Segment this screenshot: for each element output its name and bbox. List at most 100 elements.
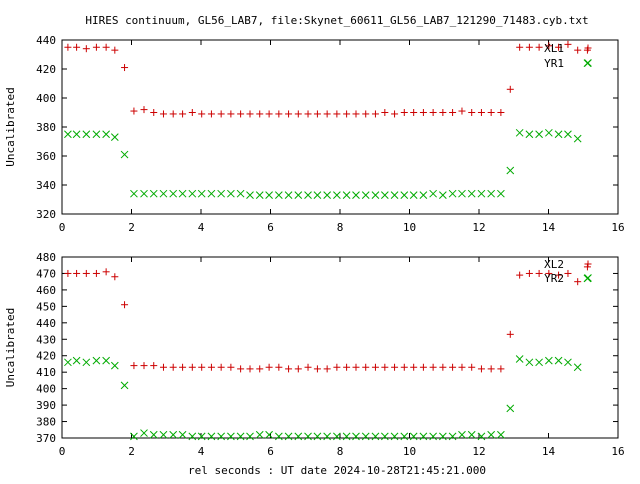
series-YR2 [64, 274, 592, 441]
data-point [391, 363, 399, 371]
data-point [159, 110, 167, 118]
data-point [159, 430, 168, 439]
data-point [169, 430, 178, 439]
data-point [555, 43, 563, 51]
y-tick-label: 450 [36, 300, 56, 313]
data-point [256, 110, 264, 118]
data-point [487, 189, 496, 198]
data-point [419, 109, 427, 116]
x-tick-label: 10 [403, 445, 416, 458]
x-tick-label: 0 [59, 221, 66, 234]
data-point [390, 191, 399, 200]
x-tick-label: 14 [542, 221, 556, 234]
data-point [361, 191, 370, 200]
data-point [227, 189, 235, 198]
data-point [583, 263, 591, 271]
legend-marker [584, 44, 592, 52]
data-point [515, 355, 524, 363]
data-point [188, 432, 197, 441]
data-point [82, 358, 91, 367]
data-point [207, 110, 215, 118]
data-point [477, 189, 486, 198]
data-point [285, 110, 293, 118]
y-tick-label: 470 [36, 267, 56, 280]
y-tick-label: 420 [36, 350, 56, 363]
y-tick-label: 360 [36, 150, 56, 163]
series-XL1 [64, 40, 591, 118]
y-tick-label: 390 [36, 399, 56, 412]
data-point [391, 110, 399, 118]
data-point [380, 432, 389, 441]
legend-label: XL2 [544, 258, 564, 271]
data-point [554, 356, 563, 365]
data-point [255, 430, 264, 439]
data-point [362, 363, 370, 371]
data-point [92, 43, 100, 51]
data-point [525, 269, 533, 277]
data-point [449, 363, 457, 371]
series-YR1 [64, 59, 592, 200]
data-point [120, 150, 129, 159]
data-point [468, 363, 476, 371]
x-tick-label: 8 [337, 445, 344, 458]
x-tick-label: 8 [337, 221, 344, 234]
data-point [545, 42, 553, 50]
chart-panels: 0 2 4 6 8 10 12 14 16320340360380400420440Uncali… [4, 34, 625, 458]
data-point [400, 432, 409, 441]
y-tick-label: 320 [36, 208, 56, 221]
data-point [371, 432, 380, 441]
data-point [285, 365, 293, 373]
data-point [343, 363, 351, 371]
data-point [179, 110, 187, 118]
legend-label: YR2 [544, 272, 564, 285]
data-point [333, 191, 341, 200]
data-point [207, 189, 216, 198]
data-point [448, 432, 457, 441]
data-point [410, 363, 418, 371]
x-tick-label: 6 [267, 221, 274, 234]
data-point [555, 271, 563, 279]
x-axis-label: rel seconds : UT date 2024-10-28T21:45:2… [188, 464, 486, 477]
y-tick-label: 370 [36, 432, 56, 445]
data-point [237, 365, 245, 373]
data-point [506, 166, 515, 175]
legend-marker [584, 274, 592, 282]
chart-panel-2: 0 2 4 6 8 10 12 14 16 370 380 390 400 410 420 430 440 450… [4, 251, 625, 458]
data-point [246, 191, 254, 200]
data-point [178, 189, 187, 198]
data-point [574, 278, 582, 286]
data-point [188, 189, 197, 198]
data-point [516, 271, 524, 279]
plot-frame [61, 256, 619, 439]
data-point [545, 269, 553, 277]
data-point [535, 358, 543, 367]
data-point [227, 110, 235, 118]
data-point [313, 110, 321, 118]
data-point [477, 365, 485, 373]
data-point [92, 130, 101, 139]
data-point [400, 363, 408, 371]
data-point [265, 363, 273, 371]
data-point [544, 356, 553, 365]
data-point [497, 365, 505, 373]
data-point [102, 356, 110, 365]
data-point [467, 430, 476, 439]
data-point [439, 191, 447, 200]
data-point [237, 110, 245, 118]
data-point [265, 430, 273, 439]
legend-marker [584, 260, 592, 268]
data-point [227, 432, 235, 441]
y-tick-label: 440 [36, 34, 56, 47]
series-XL2 [64, 263, 591, 373]
data-point [439, 432, 447, 441]
data-point [217, 189, 226, 198]
data-point [525, 130, 534, 139]
y-axis-label: Uncalibrated [4, 308, 17, 387]
data-point [313, 365, 321, 373]
data-point [120, 381, 129, 390]
data-point [371, 110, 379, 118]
data-point [150, 109, 158, 116]
data-point [371, 191, 380, 200]
data-point [217, 110, 225, 118]
